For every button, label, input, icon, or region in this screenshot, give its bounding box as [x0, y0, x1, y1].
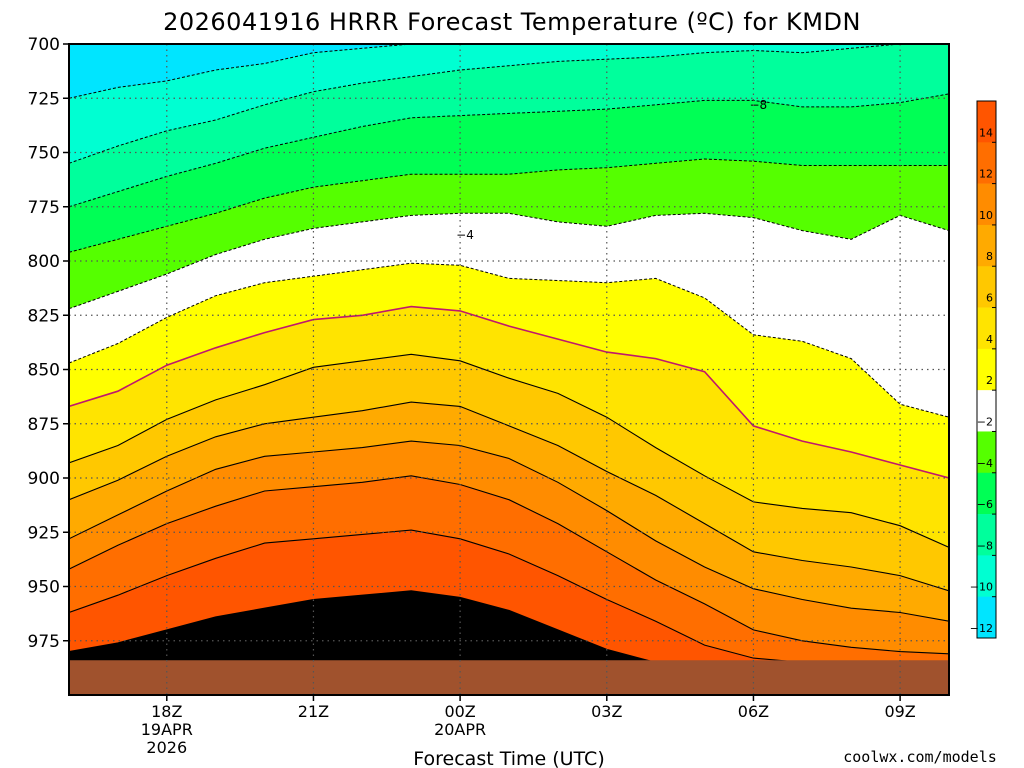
colorbar-label: −2 — [977, 415, 993, 428]
x-tick-label: 21Z — [298, 702, 329, 721]
y-tick-label: 800 — [28, 252, 60, 272]
grid-lines — [69, 43, 949, 695]
colorbar-swatch — [977, 596, 996, 639]
x-tick-label: 19APR — [141, 720, 193, 739]
y-axis: 700 725 750 775 800 825 850 875 900 925 950 975 — [28, 35, 69, 652]
colorbar-swatch — [977, 348, 996, 391]
colorbar-swatch — [977, 266, 996, 308]
colorbar-swatch — [977, 472, 996, 515]
x-tick-label: 06Z — [738, 702, 769, 721]
x-tick-label: 00Z — [444, 702, 475, 721]
colorbar-swatch — [977, 224, 996, 267]
colorbar-label: −4 — [977, 457, 993, 470]
x-tick-label: 18Z — [151, 702, 182, 721]
contour-label: −8 — [749, 98, 767, 112]
y-tick-label: 700 — [28, 35, 60, 55]
y-tick-label: 900 — [28, 469, 60, 489]
y-tick-label: 975 — [28, 632, 60, 652]
y-tick-label: 875 — [28, 415, 60, 435]
x-tick-label: 03Z — [591, 702, 622, 721]
contour-label: −4 — [456, 228, 474, 242]
y-tick-label: 950 — [28, 578, 60, 598]
isotherm--10 — [69, 44, 903, 164]
colorbar-swatch — [977, 431, 996, 474]
colorbar-label: 6 — [986, 292, 993, 305]
colorbar-swatch — [977, 142, 996, 184]
y-tick-label: 825 — [28, 306, 60, 326]
colorbar-swatch — [977, 307, 996, 350]
colorbar-label: −10 — [970, 581, 993, 594]
x-tick-label: 09Z — [884, 702, 915, 721]
y-tick-label: 850 — [28, 361, 60, 381]
colorbar-swatch — [977, 514, 996, 556]
ground-surface — [69, 660, 949, 695]
isotherm-6 — [69, 401, 949, 592]
isotherm-2 — [69, 305, 949, 479]
isotherm--2 — [69, 262, 949, 418]
colorbar-swatch — [977, 390, 996, 432]
colorbar-swatch — [977, 183, 996, 226]
colorbar-label: 4 — [986, 333, 993, 346]
colorbar-swatch — [977, 555, 996, 597]
isotherm-10 — [69, 475, 949, 655]
isotherm-8 — [69, 440, 949, 622]
colorbar-label: 2 — [986, 374, 993, 387]
isotherm--8 — [69, 93, 949, 208]
plot-area: −8 −4 — [69, 44, 949, 695]
colorbar-label: −8 — [977, 539, 993, 552]
y-tick-label: 750 — [28, 144, 60, 164]
colorbar-label: 8 — [986, 250, 993, 263]
isotherm--6 — [69, 158, 949, 253]
colorbar-frame — [976, 100, 997, 639]
x-tick-label: 20APR — [434, 720, 486, 739]
x-tick-label: 2026 — [146, 738, 187, 757]
colorbar-label: 14 — [979, 126, 993, 139]
colorbar-label: 10 — [979, 209, 993, 222]
x-axis-label: Forecast Time (UTC) — [413, 748, 604, 768]
colorbar-swatch — [977, 101, 996, 143]
colorbar-label: 12 — [979, 168, 993, 181]
chart-title: 2026041916 HRRR Forecast Temperature (ºC… — [163, 8, 861, 36]
watermark: coolwx.com/models — [843, 748, 997, 766]
y-tick-label: 925 — [28, 523, 60, 543]
y-tick-label: 775 — [28, 198, 60, 218]
colorbar-label: −6 — [977, 498, 993, 511]
colorbar-label: −12 — [970, 622, 993, 635]
isotherm-4 — [69, 353, 949, 548]
isotherm--4 — [69, 212, 949, 310]
y-tick-label: 725 — [28, 89, 60, 109]
colorbar: 14 12 10 8 6 4 2 −2 −4 −6 −8 −10 −12 — [970, 100, 997, 639]
